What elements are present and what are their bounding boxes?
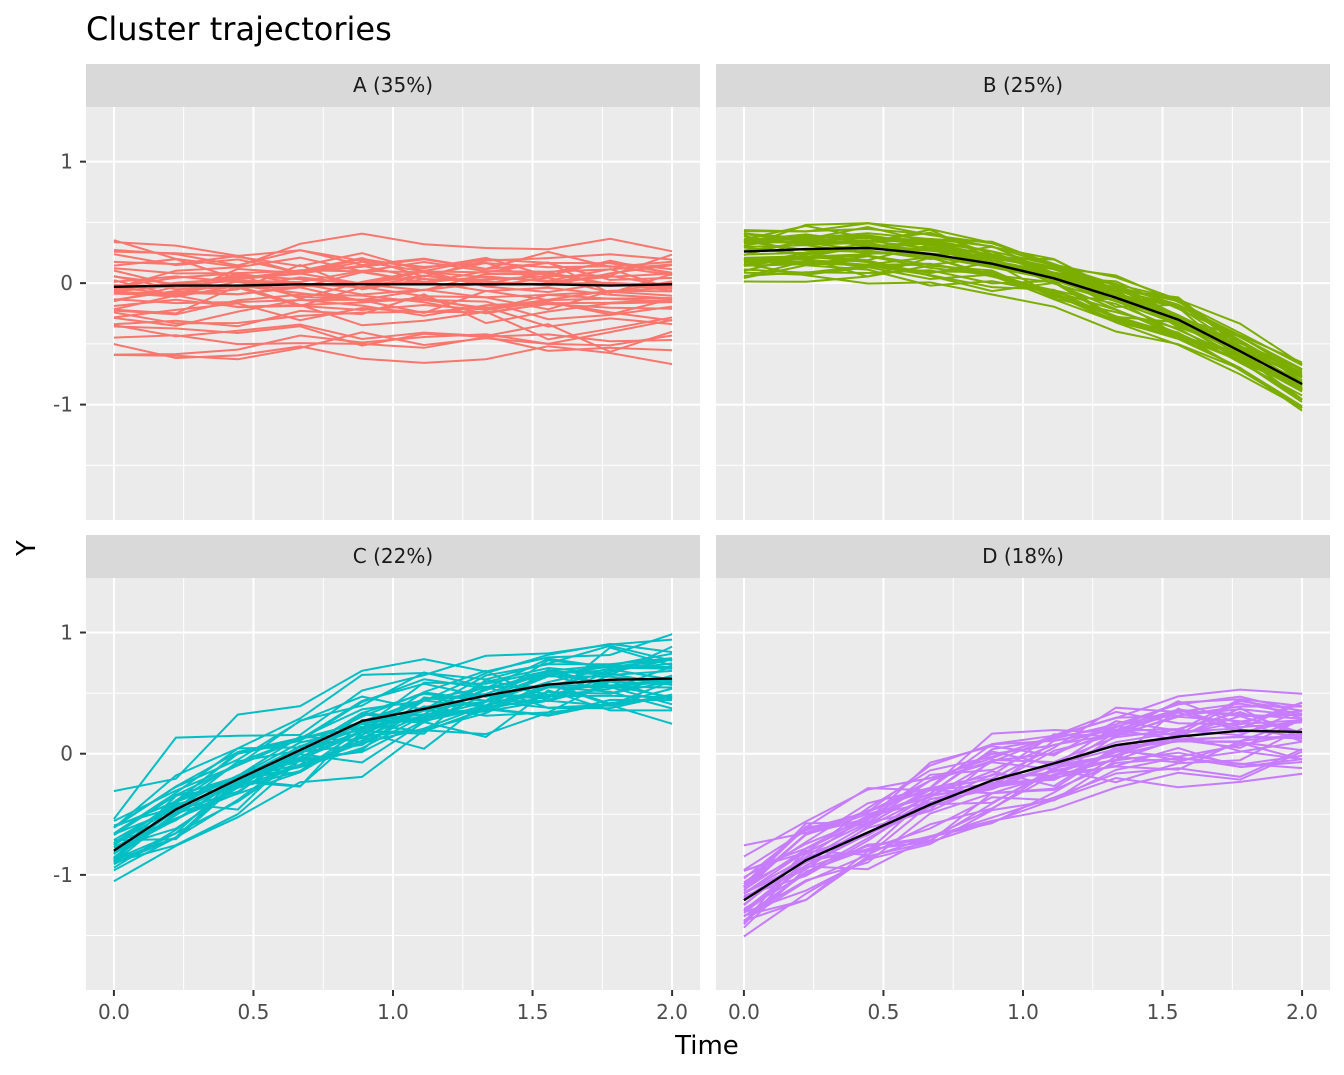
trajectory-line xyxy=(113,250,673,274)
x-tick-label: 1.5 xyxy=(517,1000,549,1024)
y-tick-label: -1 xyxy=(53,863,73,887)
trajectory-line xyxy=(113,241,673,276)
trajectory-line xyxy=(113,672,673,854)
mean-trajectory-line xyxy=(743,729,1303,902)
facet-panels: A (35%) -1 0 1 B (25%) C (22%) -1 0 1 0.0 0.5 1.0 1.… xyxy=(53,64,1330,1024)
panel-d: D (18%) 0.0 0.5 1.0 1.5 2.0 xyxy=(716,535,1330,1024)
x-tick-label: 0.5 xyxy=(868,1000,900,1024)
x-tick-label: 1.0 xyxy=(377,1000,409,1024)
panel-c: C (22%) -1 0 1 0.0 0.5 1.0 1.5 2.0 xyxy=(53,535,700,1024)
trajectory-line xyxy=(743,748,1303,929)
trajectory-line xyxy=(743,222,1303,366)
panel-b: B (25%) xyxy=(716,64,1330,520)
trajectory-line xyxy=(743,756,1303,914)
y-tick-label: 1 xyxy=(60,621,73,645)
trajectory-line xyxy=(743,715,1303,899)
trajectory-line xyxy=(113,269,673,300)
trajectory-line xyxy=(743,701,1303,924)
x-tick-label: 0.0 xyxy=(98,1000,130,1024)
trajectory-line xyxy=(113,284,673,315)
strip-label-c: C (22%) xyxy=(353,544,433,568)
panel-a: A (35%) -1 0 1 xyxy=(53,64,700,520)
trajectory-lines xyxy=(113,633,673,883)
strip-label-b: B (25%) xyxy=(983,73,1063,97)
y-tick-label: -1 xyxy=(53,393,73,417)
trajectory-line xyxy=(743,702,1303,892)
y-tick-label: 1 xyxy=(60,150,73,174)
mean-trajectory-line xyxy=(113,677,673,852)
trajectory-line xyxy=(113,633,673,793)
strip-background xyxy=(716,535,1330,578)
trajectory-line xyxy=(743,232,1303,390)
trajectory-line xyxy=(113,666,673,837)
strip-background xyxy=(86,64,700,107)
trajectory-line xyxy=(113,280,673,301)
trajectory-line xyxy=(113,658,673,822)
trajectory-line xyxy=(113,696,673,854)
x-tick-label: 1.0 xyxy=(1007,1000,1039,1024)
trajectory-line xyxy=(113,297,673,327)
strip-label-a: A (35%) xyxy=(353,73,433,97)
trajectory-line xyxy=(743,715,1303,900)
trajectory-line xyxy=(113,644,673,829)
trajectory-line xyxy=(113,343,673,366)
y-tick-label: 0 xyxy=(60,271,73,295)
trajectory-line xyxy=(113,323,673,353)
trajectory-line xyxy=(743,698,1303,891)
x-tick-label: 0.5 xyxy=(238,1000,270,1024)
trajectory-lines xyxy=(743,688,1303,938)
y-tick-label: 0 xyxy=(60,742,73,766)
trajectory-line xyxy=(743,736,1303,907)
trajectory-line xyxy=(743,708,1303,858)
chart-title: Cluster trajectories xyxy=(86,10,392,48)
trajectory-lines xyxy=(113,232,673,366)
strip-background xyxy=(716,64,1330,107)
strip-background xyxy=(86,535,700,578)
trajectory-line xyxy=(743,264,1303,401)
trajectory-line xyxy=(743,707,1303,895)
trajectory-line xyxy=(113,256,673,290)
x-axis-title: Time xyxy=(674,1031,739,1061)
x-tick-label: 0.0 xyxy=(728,1000,760,1024)
trajectory-line xyxy=(113,286,673,310)
trajectory-line xyxy=(743,698,1303,889)
trajectory-line xyxy=(113,679,673,869)
trajectory-line xyxy=(743,232,1303,384)
y-axis-title: Y xyxy=(12,540,42,557)
trajectory-line xyxy=(743,258,1303,412)
trajectory-line xyxy=(113,284,673,341)
trajectory-line xyxy=(113,685,673,842)
x-tick-label: 2.0 xyxy=(656,1000,688,1024)
trajectory-line xyxy=(113,303,673,325)
strip-label-d: D (18%) xyxy=(982,544,1064,568)
trajectory-line xyxy=(113,680,673,849)
trajectory-line xyxy=(743,772,1303,922)
x-tick-label: 1.5 xyxy=(1147,1000,1179,1024)
mean-trajectory-line xyxy=(113,283,673,288)
x-tick-label: 2.0 xyxy=(1286,1000,1318,1024)
mean-trajectory-line xyxy=(743,246,1303,386)
trajectory-line xyxy=(113,689,673,865)
trajectory-line xyxy=(113,694,673,864)
